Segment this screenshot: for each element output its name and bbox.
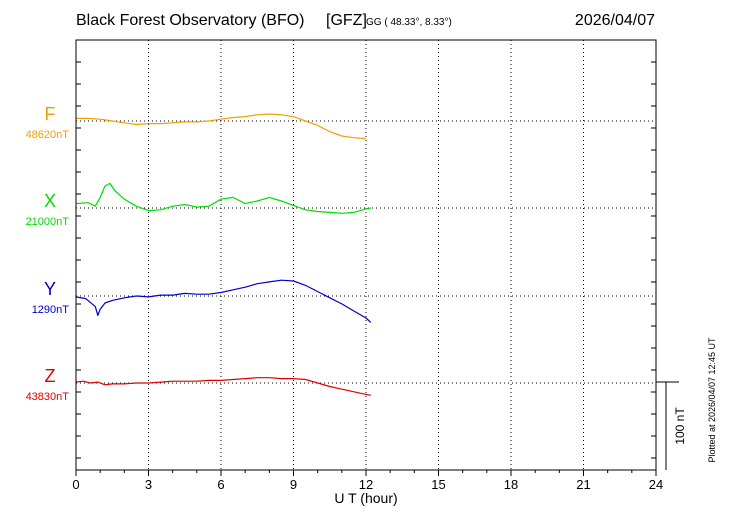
- institute-label: [GFZ]: [326, 12, 367, 29]
- x-tick-label: 3: [145, 477, 152, 492]
- component-label-y: Y: [44, 279, 56, 299]
- baseline-value-x: 21000nT: [26, 216, 70, 228]
- baseline-layer: [76, 120, 656, 384]
- x-tick-label: 18: [504, 477, 518, 492]
- baseline-value-z: 43830nT: [26, 391, 70, 403]
- series-line-z: [75, 377, 371, 396]
- x-tick-label: 12: [359, 477, 373, 492]
- baseline-value-y: 1290nT: [32, 304, 70, 316]
- component-label-z: Z: [45, 366, 56, 386]
- date-label: 2026/04/07: [575, 12, 655, 29]
- coordinates-label: GG ( 48.33°, 8.33°): [366, 17, 452, 28]
- baseline-value-f: 48620nT: [26, 129, 70, 141]
- x-tick-label: 9: [290, 477, 297, 492]
- scale-bar-label: 100 nT: [673, 407, 687, 445]
- series-layer: F 48620nT X 21000nT Y 1290nT Z 43830nT: [26, 104, 372, 403]
- component-label-x: X: [44, 191, 56, 211]
- observatory-title: Black Forest Observatory (BFO): [76, 12, 305, 29]
- tick-layer: 0 3 6 9 12 15 18 21 24: [72, 61, 663, 492]
- series-line-y: [75, 279, 372, 323]
- component-label-f: F: [45, 104, 56, 124]
- grid-layer: [148, 40, 584, 470]
- x-tick-label: 15: [431, 477, 445, 492]
- x-axis-title: U T (hour): [334, 490, 397, 506]
- x-tick-label: 0: [72, 477, 79, 492]
- plotted-timestamp: Plotted at 2026/04/07 12:45 UT: [707, 337, 717, 463]
- series-line-x: [75, 182, 371, 214]
- x-tick-label: 21: [576, 477, 590, 492]
- series-line-f: [76, 113, 367, 140]
- x-tick-label: 24: [649, 477, 663, 492]
- x-tick-label: 6: [217, 477, 224, 492]
